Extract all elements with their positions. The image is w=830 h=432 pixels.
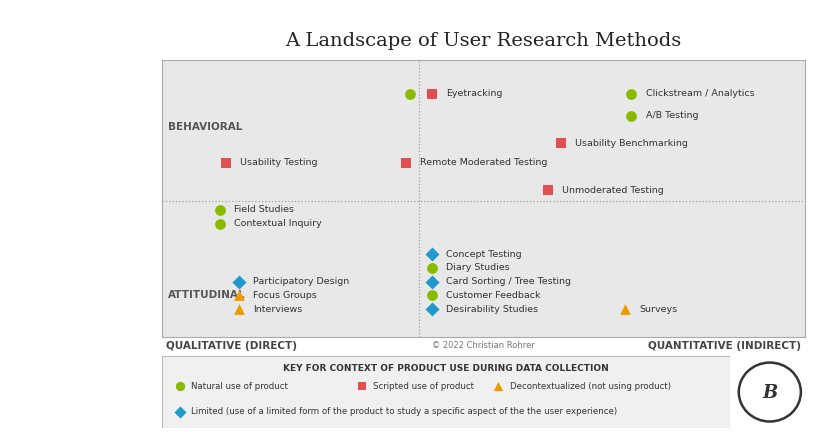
Point (425, 292, 438, 299)
Point (618, 306, 632, 313)
Point (625, 90, 638, 97)
Text: Surveys: Surveys (639, 305, 677, 314)
Text: © 2022 Christian Rohrer: © 2022 Christian Rohrer (432, 341, 535, 350)
Text: B: B (762, 384, 778, 402)
Text: Natural use of product: Natural use of product (192, 382, 288, 391)
Point (403, 90, 416, 97)
Point (425, 90, 438, 97)
Point (232, 292, 246, 299)
Point (425, 251, 438, 257)
Point (219, 159, 232, 166)
Text: Desirability Studies: Desirability Studies (447, 305, 539, 314)
Point (425, 306, 438, 313)
Text: QUALITATIVE (DIRECT): QUALITATIVE (DIRECT) (166, 341, 297, 351)
Text: Remote Moderated Testing: Remote Moderated Testing (421, 158, 548, 167)
Point (425, 264, 438, 271)
Point (554, 140, 568, 147)
Text: Concept Testing: Concept Testing (447, 250, 522, 258)
Text: Limited (use of a limited form of the product to study a specific aspect of the : Limited (use of a limited form of the pr… (192, 407, 618, 416)
Point (425, 278, 438, 285)
Text: A/B Testing: A/B Testing (646, 111, 698, 120)
Point (173, 409, 187, 416)
Point (355, 383, 369, 390)
Text: Usability Testing: Usability Testing (241, 158, 318, 167)
Text: Interviews: Interviews (253, 305, 302, 314)
Text: Clickstream / Analytics: Clickstream / Analytics (646, 89, 754, 98)
Point (400, 159, 413, 166)
Text: Contextual Inquiry: Contextual Inquiry (234, 219, 322, 228)
Text: Customer Feedback: Customer Feedback (447, 291, 540, 300)
Text: Eyetracking: Eyetracking (447, 89, 502, 98)
Text: Usability Benchmarking: Usability Benchmarking (575, 139, 688, 148)
Text: Card Sorting / Tree Testing: Card Sorting / Tree Testing (447, 277, 571, 286)
Point (213, 206, 227, 213)
Point (213, 220, 227, 227)
Text: Decontextualized (not using product): Decontextualized (not using product) (510, 382, 671, 391)
Text: ATTITUDINAL: ATTITUDINAL (168, 290, 246, 301)
Text: Focus Groups: Focus Groups (253, 291, 317, 300)
Text: Field Studies: Field Studies (234, 205, 294, 214)
Text: KEY FOR CONTEXT OF PRODUCT USE DURING DATA COLLECTION: KEY FOR CONTEXT OF PRODUCT USE DURING DA… (283, 364, 609, 372)
Text: Unmoderated Testing: Unmoderated Testing (562, 186, 664, 195)
Point (541, 187, 554, 194)
Text: A Landscape of User Research Methods: A Landscape of User Research Methods (286, 32, 681, 50)
Point (625, 112, 638, 119)
Text: Scripted use of product: Scripted use of product (374, 382, 475, 391)
Text: Participatory Design: Participatory Design (253, 277, 349, 286)
Text: QUANTITATIVE (INDIRECT): QUANTITATIVE (INDIRECT) (648, 341, 801, 351)
Point (232, 306, 246, 313)
Point (173, 383, 187, 390)
Text: BEHAVIORAL: BEHAVIORAL (168, 122, 242, 132)
Point (232, 278, 246, 285)
Text: Diary Studies: Diary Studies (447, 264, 510, 272)
Point (492, 383, 505, 390)
